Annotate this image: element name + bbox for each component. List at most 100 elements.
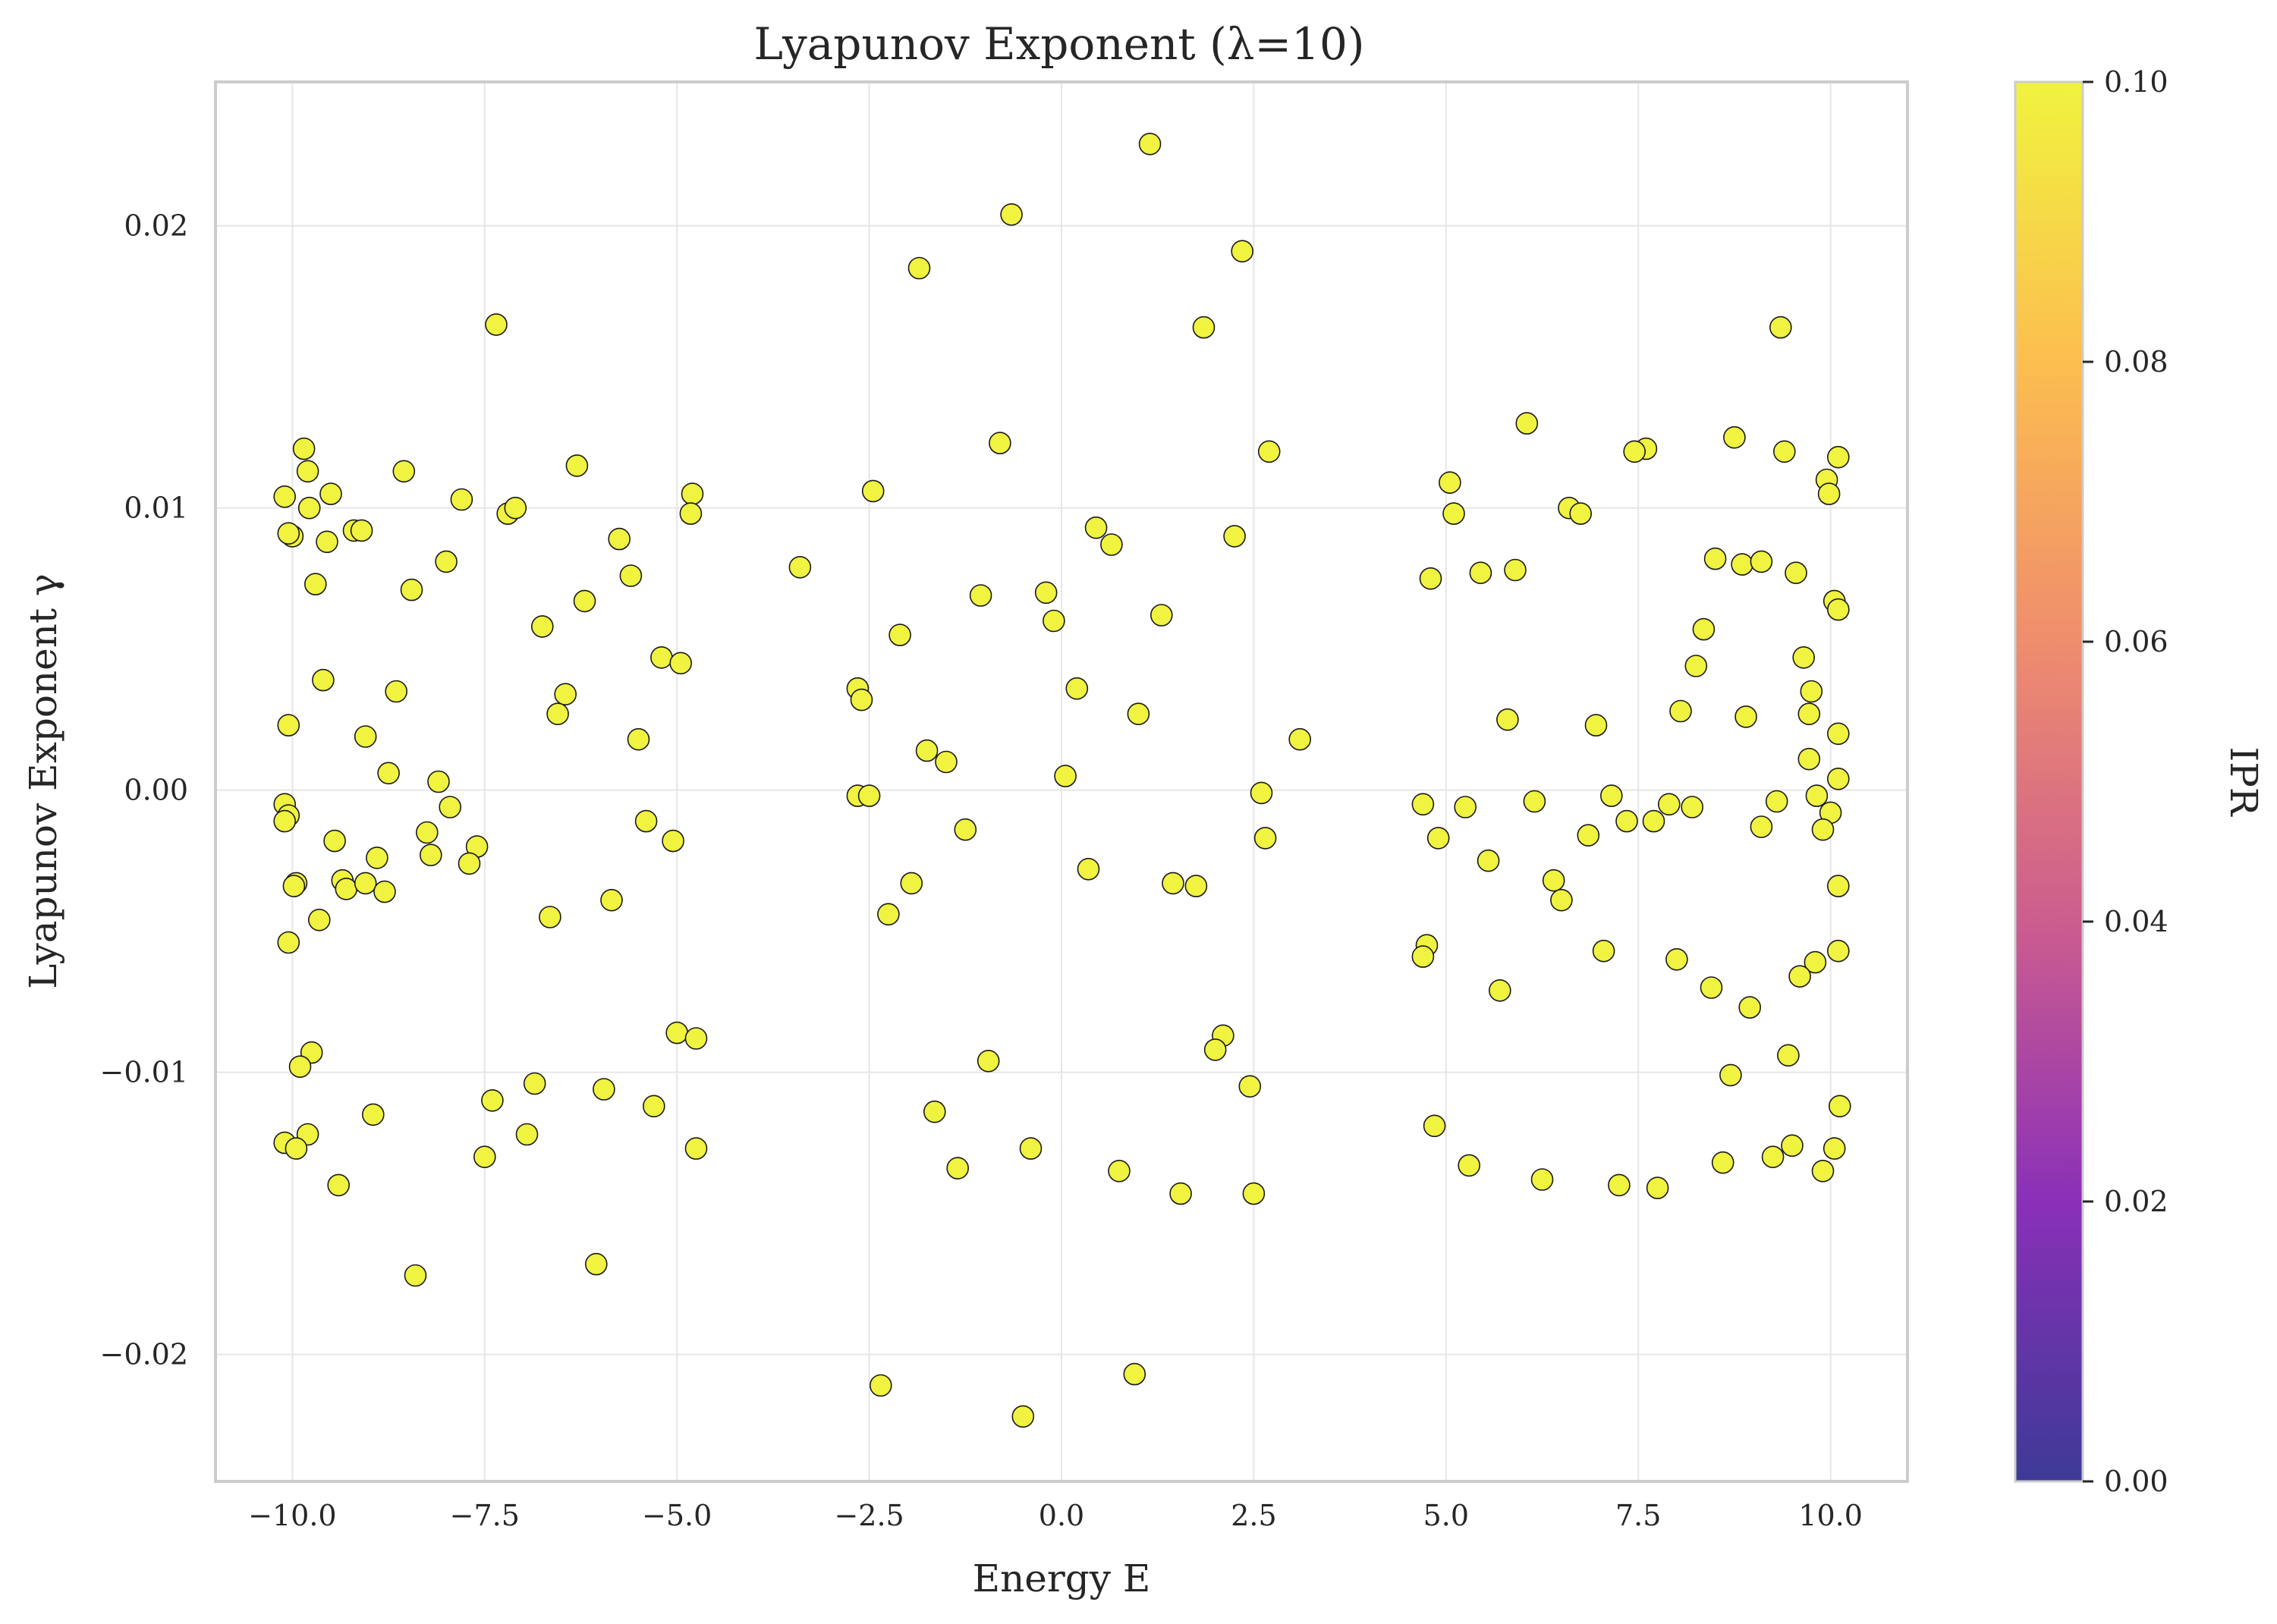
data-point	[1827, 598, 1850, 621]
data-point	[450, 488, 473, 511]
data-point	[1203, 1038, 1227, 1061]
y-tick-label: 0.02	[124, 209, 188, 243]
colorbar-tick-label: 0.08	[2104, 345, 2168, 379]
data-point	[327, 1173, 351, 1197]
data-point	[1542, 869, 1565, 892]
data-point	[1817, 482, 1841, 505]
data-point	[1692, 617, 1716, 641]
data-point	[1750, 550, 1773, 573]
data-point	[1034, 581, 1058, 605]
x-tick-label: −5.0	[642, 1499, 712, 1532]
data-point	[273, 485, 297, 508]
data-point	[277, 714, 300, 737]
data-point	[1829, 1095, 1851, 1118]
y-axis-label: Lyapunov Exponent γ	[21, 573, 65, 989]
data-point	[427, 770, 450, 793]
data-point	[504, 496, 527, 520]
data-point	[1496, 708, 1519, 731]
x-tick-label: 5.0	[1423, 1499, 1469, 1532]
data-point	[1454, 796, 1477, 818]
data-point	[989, 432, 1011, 454]
data-point	[861, 479, 885, 503]
data-point	[1523, 790, 1546, 813]
data-point	[627, 727, 650, 751]
data-point	[1805, 784, 1829, 807]
data-point	[307, 909, 331, 931]
data-point	[303, 573, 327, 595]
data-point	[361, 1103, 385, 1126]
grid	[215, 82, 1907, 1481]
data-point	[319, 482, 342, 505]
data-point	[1642, 809, 1665, 833]
data-point	[1108, 1160, 1131, 1183]
colorbar-tick-label: 0.02	[2104, 1185, 2168, 1218]
data-point	[573, 589, 596, 613]
plot-frame	[214, 80, 1909, 1483]
data-point	[1439, 471, 1461, 495]
data-point	[415, 821, 439, 844]
data-point	[404, 1264, 427, 1287]
data-point	[565, 454, 589, 477]
data-point	[458, 852, 481, 875]
data-point	[277, 931, 300, 954]
data-point	[1253, 827, 1277, 850]
data-point	[1477, 849, 1500, 872]
data-point	[1777, 1044, 1800, 1067]
data-points	[273, 133, 1851, 1428]
data-point	[316, 530, 338, 554]
data-point	[642, 1095, 665, 1118]
data-point	[354, 725, 377, 748]
data-point	[1792, 646, 1815, 669]
data-point	[1773, 440, 1796, 463]
data-point	[1734, 705, 1757, 728]
data-point	[1684, 655, 1708, 677]
data-point	[1504, 558, 1527, 582]
data-point	[1781, 1134, 1804, 1158]
data-point	[954, 818, 977, 841]
y-tick-label: 0.00	[124, 774, 188, 807]
data-point	[419, 843, 442, 866]
data-point	[608, 527, 631, 551]
data-point	[665, 1021, 689, 1044]
data-point	[1288, 727, 1311, 751]
data-point	[1681, 796, 1703, 818]
data-point	[1242, 1182, 1266, 1205]
colorbar-tick-label: 0.00	[2104, 1465, 2168, 1498]
data-point	[593, 1078, 615, 1101]
colorbar-tick-label: 0.04	[2104, 905, 2168, 938]
data-point	[523, 1072, 546, 1095]
data-point	[1084, 516, 1108, 539]
data-point	[1811, 818, 1835, 841]
data-point	[1827, 875, 1850, 897]
data-point	[977, 1050, 1000, 1073]
data-point	[1584, 714, 1608, 737]
data-point	[435, 550, 458, 573]
data-point	[296, 460, 319, 483]
data-point	[335, 878, 358, 900]
data-point	[1731, 553, 1753, 576]
data-point	[634, 809, 658, 833]
data-point	[473, 1145, 496, 1168]
data-point	[515, 1123, 539, 1146]
data-point	[1827, 445, 1850, 469]
data-point	[1011, 1405, 1035, 1428]
data-point	[1426, 827, 1450, 850]
data-point	[1077, 858, 1100, 881]
data-point	[285, 1137, 308, 1160]
data-point	[485, 313, 508, 336]
data-point	[1569, 502, 1592, 525]
data-point	[366, 847, 388, 869]
data-point	[1719, 1063, 1742, 1087]
data-point	[684, 1137, 708, 1160]
data-point	[554, 683, 577, 706]
data-point	[1100, 533, 1123, 556]
data-point	[1123, 1362, 1146, 1386]
data-point	[1184, 875, 1208, 897]
data-point	[1019, 1137, 1043, 1160]
data-point	[323, 829, 346, 853]
data-point	[1231, 240, 1253, 263]
data-point	[907, 256, 931, 280]
data-point	[1700, 976, 1723, 999]
data-point	[1600, 784, 1623, 807]
